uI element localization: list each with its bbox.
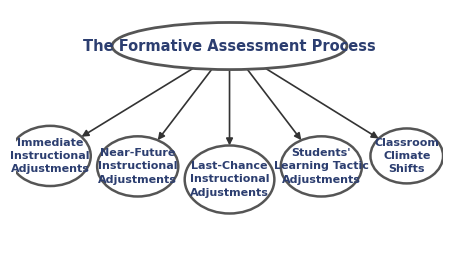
Ellipse shape	[370, 129, 443, 183]
Text: Immediate
Instructional
Adjustments: Immediate Instructional Adjustments	[10, 138, 90, 174]
Text: Classroom
Climate
Shifts: Classroom Climate Shifts	[374, 138, 439, 174]
Ellipse shape	[9, 126, 91, 186]
Ellipse shape	[112, 22, 347, 70]
Ellipse shape	[281, 136, 362, 197]
Text: Last-Chance
Instructional
Adjustments: Last-Chance Instructional Adjustments	[190, 161, 269, 198]
Text: Students'
Learning Tactic
Adjustments: Students' Learning Tactic Adjustments	[274, 148, 369, 185]
Text: The Formative Assessment Process: The Formative Assessment Process	[83, 39, 376, 53]
Ellipse shape	[97, 136, 178, 197]
Ellipse shape	[184, 146, 274, 214]
Text: Near-Future
Instructional
Adjustments: Near-Future Instructional Adjustments	[98, 148, 177, 185]
